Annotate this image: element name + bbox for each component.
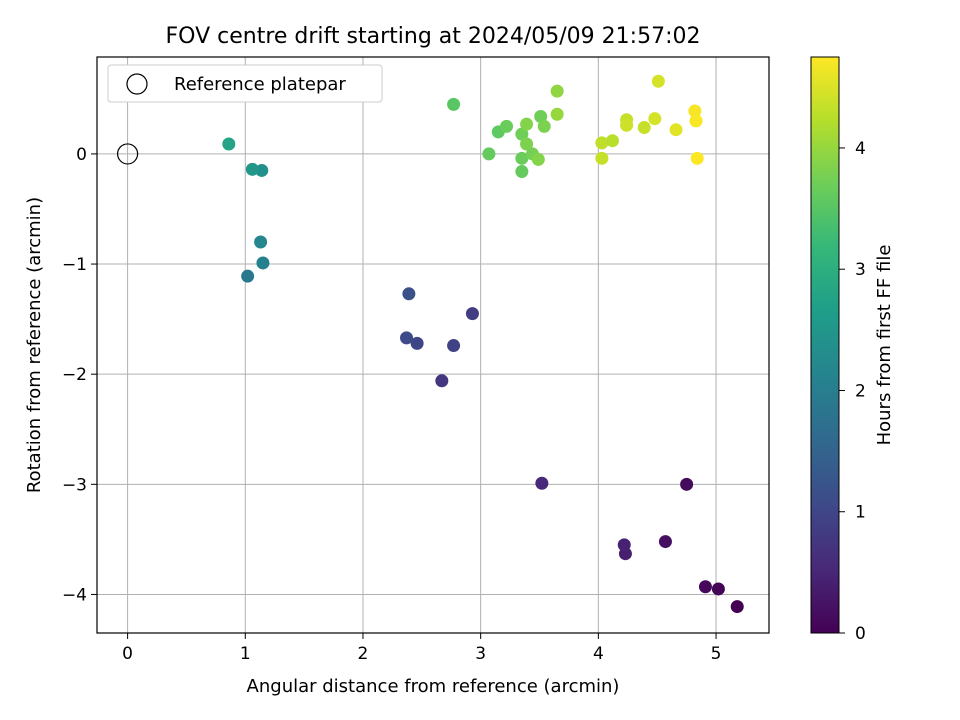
- legend-marker: [126, 73, 148, 95]
- colorbar-ticks: 0 1 2 3 4: [839, 139, 866, 644]
- data-point: [680, 477, 694, 491]
- data-point: [689, 114, 703, 128]
- grid-lines: [97, 57, 769, 633]
- plot-frame: [96, 56, 770, 634]
- x-tick-label: 2: [358, 644, 369, 664]
- data-point: [515, 165, 529, 179]
- data-point: [595, 136, 609, 150]
- data-point: [730, 600, 744, 614]
- y-tick-label: −2: [62, 365, 87, 385]
- data-point: [531, 152, 545, 166]
- data-point: [447, 97, 461, 111]
- y-tick-label: −1: [62, 255, 87, 275]
- data-point: [605, 134, 619, 148]
- data-point: [690, 151, 704, 165]
- data-point: [651, 74, 665, 88]
- data-point: [447, 339, 461, 353]
- colorbar-tick-label: 3: [855, 260, 866, 280]
- data-point: [515, 127, 529, 141]
- x-axis-ticks: 0 1 2 3 4 5: [122, 633, 721, 664]
- y-axis-ticks: 0 −1 −2 −3 −4: [62, 145, 97, 605]
- data-point: [537, 119, 551, 133]
- data-point: [595, 151, 609, 165]
- x-tick-label: 3: [475, 644, 486, 664]
- data-point: [435, 374, 449, 388]
- data-point: [535, 476, 549, 490]
- colorbar-tick-label: 4: [855, 139, 866, 159]
- data-point: [550, 107, 564, 121]
- data-point: [402, 287, 416, 301]
- data-point: [500, 119, 514, 133]
- data-point: [617, 538, 631, 552]
- data-point: [520, 137, 534, 151]
- data-point: [482, 147, 496, 161]
- colorbar-tick-label: 0: [855, 624, 866, 644]
- data-point: [241, 269, 255, 283]
- reference-platepar-marker: [116, 143, 139, 165]
- colorbar: 0 1 2 3 4 Hours from first FF file: [810, 56, 895, 644]
- data-point: [698, 580, 712, 594]
- data-point: [465, 307, 479, 321]
- x-tick-label: 0: [122, 644, 133, 664]
- data-point: [400, 331, 414, 345]
- data-point: [254, 235, 268, 249]
- data-point: [222, 137, 236, 151]
- x-tick-label: 1: [240, 644, 251, 664]
- data-point: [711, 582, 725, 596]
- colorbar-tick-label: 2: [855, 381, 866, 401]
- y-tick-label: −3: [62, 475, 87, 495]
- data-points: [222, 74, 744, 614]
- data-point: [245, 162, 259, 176]
- colorbar-gradient: [810, 56, 840, 634]
- data-point: [410, 336, 424, 350]
- y-tick-label: −4: [62, 585, 87, 605]
- data-point: [648, 112, 662, 126]
- x-tick-label: 5: [711, 644, 722, 664]
- data-point: [688, 104, 702, 118]
- colorbar-tick-label: 1: [855, 503, 866, 523]
- legend: Reference platepar: [107, 64, 383, 103]
- legend-label: Reference platepar: [174, 74, 346, 95]
- data-point: [255, 163, 269, 177]
- y-tick-label: 0: [76, 145, 87, 165]
- data-point: [669, 123, 683, 137]
- chart-title: FOV centre drift starting at 2024/05/09 …: [166, 24, 701, 49]
- colorbar-label: Hours from first FF file: [874, 245, 895, 446]
- data-point: [534, 109, 548, 123]
- legend-box: [107, 64, 383, 103]
- x-axis-label: Angular distance from reference (arcmin): [247, 676, 620, 697]
- data-point: [515, 151, 529, 165]
- data-point: [550, 84, 564, 98]
- reference-layer: [116, 143, 139, 165]
- data-point: [658, 535, 672, 549]
- data-point: [637, 120, 651, 134]
- data-point: [520, 117, 534, 131]
- data-point: [256, 256, 270, 270]
- y-axis-label: Rotation from reference (arcmin): [24, 197, 45, 493]
- data-point: [620, 118, 634, 132]
- x-tick-label: 4: [593, 644, 604, 664]
